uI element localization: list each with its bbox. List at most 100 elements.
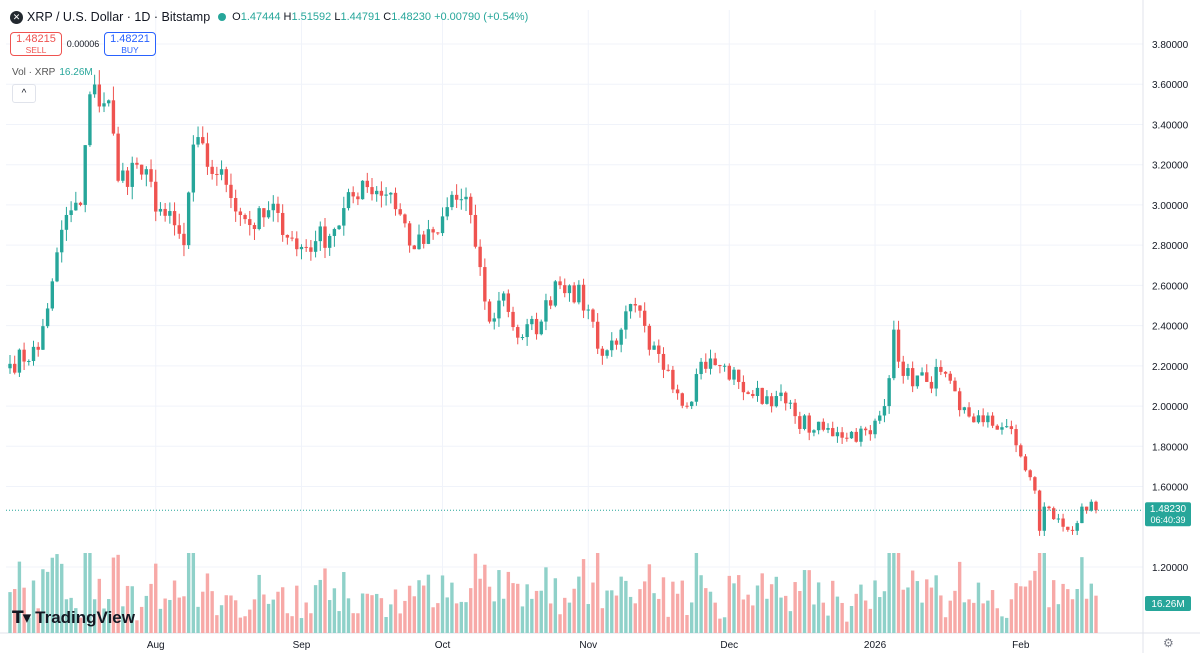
volume-bar xyxy=(929,587,934,633)
volume-bar xyxy=(586,604,590,633)
candle-body xyxy=(459,199,464,201)
volume-bar xyxy=(920,602,924,633)
volume-bar xyxy=(910,570,915,633)
candle-body xyxy=(440,216,445,234)
volume-bar xyxy=(600,608,605,633)
candle-body xyxy=(121,170,125,181)
candle-body xyxy=(995,425,999,430)
candle-body xyxy=(389,192,393,195)
volume-bar xyxy=(849,606,854,633)
candle-body xyxy=(534,318,539,335)
candle-body xyxy=(407,223,412,246)
gear-icon[interactable]: ⚙ xyxy=(1163,636,1174,650)
volume-bar xyxy=(516,583,520,633)
volume-bar xyxy=(1009,599,1014,633)
candle-body xyxy=(1023,456,1028,471)
volume-bar xyxy=(459,601,464,633)
candle-body xyxy=(379,190,384,196)
volume-bar xyxy=(172,580,177,633)
candle-body xyxy=(290,237,294,239)
volume-bar xyxy=(464,602,468,633)
collapse-legend-button[interactable]: ^ xyxy=(12,84,36,103)
volume-bar xyxy=(243,616,247,633)
last-price-tag xyxy=(1145,502,1191,527)
candle-body xyxy=(1042,506,1046,531)
volume-bar xyxy=(774,576,779,633)
market-status-dot xyxy=(218,13,227,21)
tradingview-mark-icon: 𝗧▾ xyxy=(12,608,31,627)
volume-bar xyxy=(229,595,233,633)
volume-bar xyxy=(1066,589,1070,633)
volume-bar xyxy=(990,590,995,633)
candle-body xyxy=(8,363,12,369)
candle-body xyxy=(370,187,374,195)
volume-bar xyxy=(699,575,703,633)
buy-button[interactable]: 1.48221 BUY xyxy=(104,32,156,56)
candle-body xyxy=(78,202,83,205)
volume-bar xyxy=(295,585,299,633)
volume-bar xyxy=(506,571,511,633)
volume-bar xyxy=(746,594,750,633)
volume-bar xyxy=(299,618,304,633)
x-tick-label: Sep xyxy=(293,640,311,651)
volume-bar xyxy=(262,594,266,633)
volume-bar xyxy=(290,616,294,633)
volume-bar xyxy=(8,592,12,633)
y-tick-label: 3.00000 xyxy=(1152,201,1189,212)
volume-bar xyxy=(412,596,417,633)
candle-body xyxy=(323,226,327,248)
symbol-title[interactable]: XRP / U.S. Dollar · 1D · Bitstamp xyxy=(27,10,211,24)
sell-button[interactable]: 1.48215 SELL xyxy=(10,32,62,56)
tradingview-logo[interactable]: 𝗧▾ TradingView xyxy=(12,608,135,627)
candle-body xyxy=(642,310,647,326)
volume-bar xyxy=(807,570,811,633)
spread-value: 0.00006 xyxy=(66,39,100,49)
candle-body xyxy=(845,437,849,439)
volume-bar xyxy=(511,583,515,633)
candle-body xyxy=(633,304,637,306)
volume-bar xyxy=(798,591,802,633)
volume-bar xyxy=(718,618,722,633)
candle-body xyxy=(163,208,167,216)
volume-bar xyxy=(737,575,741,633)
volume-bar xyxy=(873,580,877,633)
candle-body xyxy=(1000,427,1004,430)
volume-bar xyxy=(78,617,83,633)
candle-body xyxy=(605,350,609,356)
x-tick-label: Feb xyxy=(1012,640,1030,651)
volume-bar xyxy=(972,602,976,633)
candle-body xyxy=(614,340,619,345)
volume-bar xyxy=(271,599,275,633)
candle-body xyxy=(158,208,163,212)
candle-body xyxy=(610,340,614,351)
volume-bar xyxy=(755,585,760,633)
candle-body xyxy=(929,381,934,389)
candle-body xyxy=(972,416,976,423)
volume-bar xyxy=(751,605,755,633)
volume-bar xyxy=(83,553,87,633)
candle-body xyxy=(831,428,835,437)
volume-bar xyxy=(816,582,821,633)
volume-bar xyxy=(840,602,844,633)
candle-body xyxy=(793,402,797,417)
candle-body xyxy=(727,365,731,380)
volume-bar xyxy=(497,570,501,633)
volume-bar xyxy=(548,603,553,633)
candle-body xyxy=(628,304,633,312)
volume-bar xyxy=(915,581,920,633)
candle-body xyxy=(953,380,957,392)
volume-bar xyxy=(313,585,318,633)
volume-bar xyxy=(121,606,125,633)
volume-bar xyxy=(1094,595,1098,633)
volume-bar xyxy=(835,596,840,633)
candle-body xyxy=(445,207,449,217)
volume-bar xyxy=(901,589,905,633)
volume-bar xyxy=(812,604,816,633)
candle-body xyxy=(469,196,473,215)
last-volume-label: 16.26M xyxy=(1151,599,1184,610)
candle-body xyxy=(191,144,196,193)
candle-body xyxy=(233,198,238,212)
volume-bar xyxy=(694,553,699,633)
